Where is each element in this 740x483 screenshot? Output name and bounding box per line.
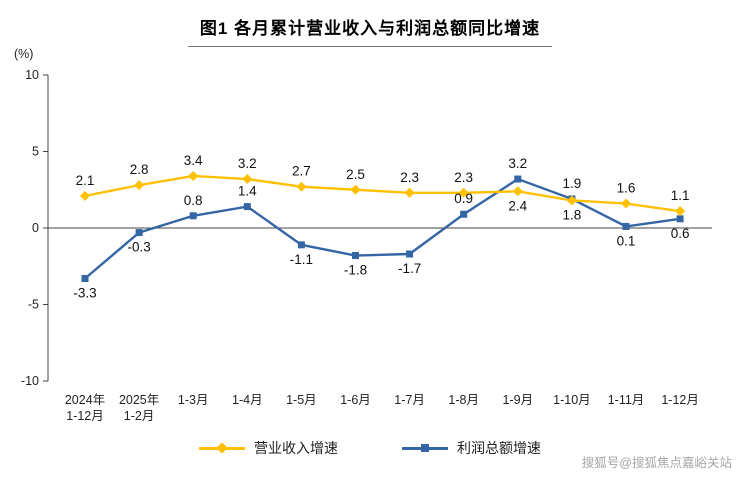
svg-text:2.5: 2.5	[346, 167, 365, 182]
chart-legend: 营业收入增速 利润总额增速	[0, 438, 740, 458]
svg-text:2.7: 2.7	[292, 164, 311, 179]
legend-item-profit: 利润总额增速	[402, 438, 541, 458]
svg-text:3.4: 3.4	[184, 153, 203, 168]
svg-text:1-5月: 1-5月	[286, 393, 317, 407]
svg-text:-1.7: -1.7	[398, 261, 421, 276]
svg-text:0.8: 0.8	[184, 193, 203, 208]
svg-text:1-6月: 1-6月	[340, 393, 371, 407]
svg-text:(%): (%)	[14, 47, 33, 61]
svg-text:10: 10	[25, 68, 39, 82]
svg-text:1-12月: 1-12月	[661, 393, 699, 407]
svg-text:1.9: 1.9	[563, 176, 582, 191]
svg-text:-3.3: -3.3	[73, 285, 96, 300]
svg-text:1-7月: 1-7月	[394, 393, 425, 407]
svg-text:1-11月: 1-11月	[608, 393, 645, 407]
svg-text:2.3: 2.3	[400, 170, 419, 185]
svg-text:1.4: 1.4	[238, 184, 257, 199]
legend-item-revenue: 营业收入增速	[199, 438, 338, 458]
svg-text:-1.1: -1.1	[290, 252, 313, 267]
svg-text:2.3: 2.3	[454, 170, 473, 185]
profit-line-square-icon	[402, 444, 448, 452]
legend-label-revenue: 营业收入增速	[254, 440, 338, 456]
svg-text:0: 0	[32, 221, 39, 235]
svg-text:0.9: 0.9	[454, 191, 473, 206]
svg-text:1-9月: 1-9月	[503, 393, 534, 407]
watermark: 搜狐号@搜狐焦点嘉峪关站	[581, 456, 732, 470]
svg-text:3.2: 3.2	[238, 156, 257, 171]
svg-text:3.2: 3.2	[508, 156, 527, 171]
svg-text:2.4: 2.4	[508, 198, 527, 213]
chart-title: 图1 各月累计营业收入与利润总额同比增速	[187, 14, 553, 47]
svg-text:-5: -5	[28, 298, 39, 312]
chart-title-wrap: 图1 各月累计营业收入与利润总额同比增速	[0, 14, 740, 47]
svg-text:1.6: 1.6	[617, 181, 636, 196]
svg-text:2.8: 2.8	[130, 162, 149, 177]
svg-text:0.1: 0.1	[617, 233, 636, 248]
revenue-line-diamond-icon	[199, 442, 245, 454]
legend-label-profit: 利润总额增速	[457, 440, 541, 456]
svg-text:1-10月: 1-10月	[553, 393, 591, 407]
svg-text:1.1: 1.1	[671, 188, 690, 203]
svg-text:-0.3: -0.3	[127, 240, 150, 255]
svg-text:-10: -10	[21, 374, 39, 388]
svg-text:5: 5	[32, 145, 39, 159]
svg-text:1-4月: 1-4月	[232, 393, 263, 407]
svg-text:2.1: 2.1	[76, 173, 95, 188]
svg-text:1-3月: 1-3月	[178, 393, 209, 407]
svg-text:0.6: 0.6	[671, 226, 690, 241]
svg-text:-1.8: -1.8	[344, 263, 367, 278]
svg-text:1-8月: 1-8月	[448, 393, 479, 407]
svg-text:1.8: 1.8	[563, 207, 582, 222]
